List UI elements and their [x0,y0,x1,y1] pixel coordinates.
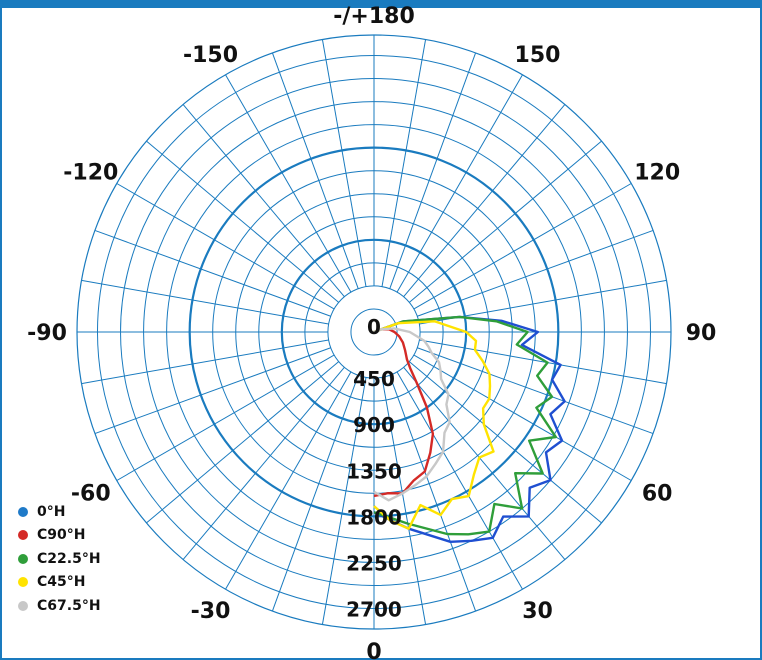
grid-spoke [381,39,427,287]
grid-spoke [408,140,602,303]
angle-label: -120 [63,161,118,186]
grid-spoke [116,183,335,310]
legend-item: 0°H [18,500,101,524]
radial-label: 450 [353,367,395,391]
grid-spoke [413,354,632,481]
series-line-2 [373,315,557,536]
legend-item: C67.5°H [18,594,101,618]
grid-spoke [417,229,654,317]
radial-label: 1800 [346,505,402,529]
angle-label: -/+180 [333,4,415,29]
angle-label: 0 [366,640,381,660]
angle-label: 30 [522,599,553,624]
angle-label: -30 [191,599,231,624]
grid-spoke [146,140,340,303]
grid-spoke [413,183,632,310]
angle-label: 90 [686,321,717,346]
legend-swatch-4 [18,600,28,611]
legend-label: C67.5°H [37,597,101,614]
legend: 0°H C90°H C22.5°H C45°H C67.5°H [18,500,101,618]
series-layer [373,315,566,543]
grid-spoke [396,371,523,590]
grid-spoke [271,52,359,289]
series-line-0 [373,315,566,543]
legend-swatch-2 [18,553,28,564]
legend-swatch-1 [18,530,28,541]
legend-label: C90°H [37,527,86,544]
grid-spoke [116,354,335,481]
grid-spoke [81,339,329,385]
grid-spoke [381,377,427,625]
grid-spoke [94,347,331,435]
grid-ring [350,308,398,356]
grid-spoke [417,347,654,435]
legend-item: C22.5°H [18,547,101,571]
grid-spoke [182,104,345,298]
label-layer: -/+180 150 120 90 60 30 0 -30 -60 -90 -120 -150 0 450… [27,4,716,660]
legend-swatch-0 [18,506,28,517]
angle-label: -60 [71,482,111,507]
angle-label: 60 [642,482,673,507]
series-line-1 [373,328,435,498]
angle-label: 150 [515,43,561,68]
radial-label: 1350 [346,459,402,483]
radial-label: 2250 [346,551,402,575]
legend-label: 0°H [37,503,66,520]
series-line-4 [373,327,451,502]
grid-spoke [182,366,345,560]
grid-spoke [94,229,331,317]
grid-spoke [403,366,566,560]
legend-label: C22.5°H [37,550,101,567]
legend-swatch-3 [18,577,28,588]
legend-item: C45°H [18,571,101,595]
polar-grid [76,34,672,630]
grid-spoke [271,375,359,612]
grid-spoke [419,339,667,385]
grid-spoke [408,361,602,524]
grid-spoke [389,52,477,289]
grid-spoke [225,371,352,590]
radial-label: 900 [353,413,395,437]
radial-label: 0 [367,315,381,339]
grid-spoke [225,74,352,293]
series-line-3 [373,320,495,530]
grid-spoke [396,74,523,293]
legend-label: C45°H [37,574,86,591]
legend-item: C90°H [18,524,101,548]
radial-label: 2700 [346,598,402,622]
grid-spoke [389,375,477,612]
grid-spoke [321,39,367,287]
grid-spoke [146,361,340,524]
angle-label: 120 [634,161,680,186]
grid-spoke [321,377,367,625]
angle-label: -150 [183,43,238,68]
grid-spoke [81,279,329,325]
angle-label: -90 [27,321,67,346]
grid-spoke [403,104,566,298]
